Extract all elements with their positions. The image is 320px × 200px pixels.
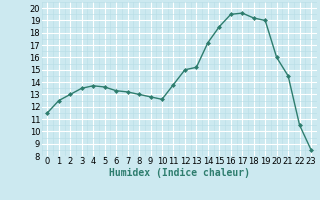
X-axis label: Humidex (Indice chaleur): Humidex (Indice chaleur) bbox=[109, 168, 250, 178]
